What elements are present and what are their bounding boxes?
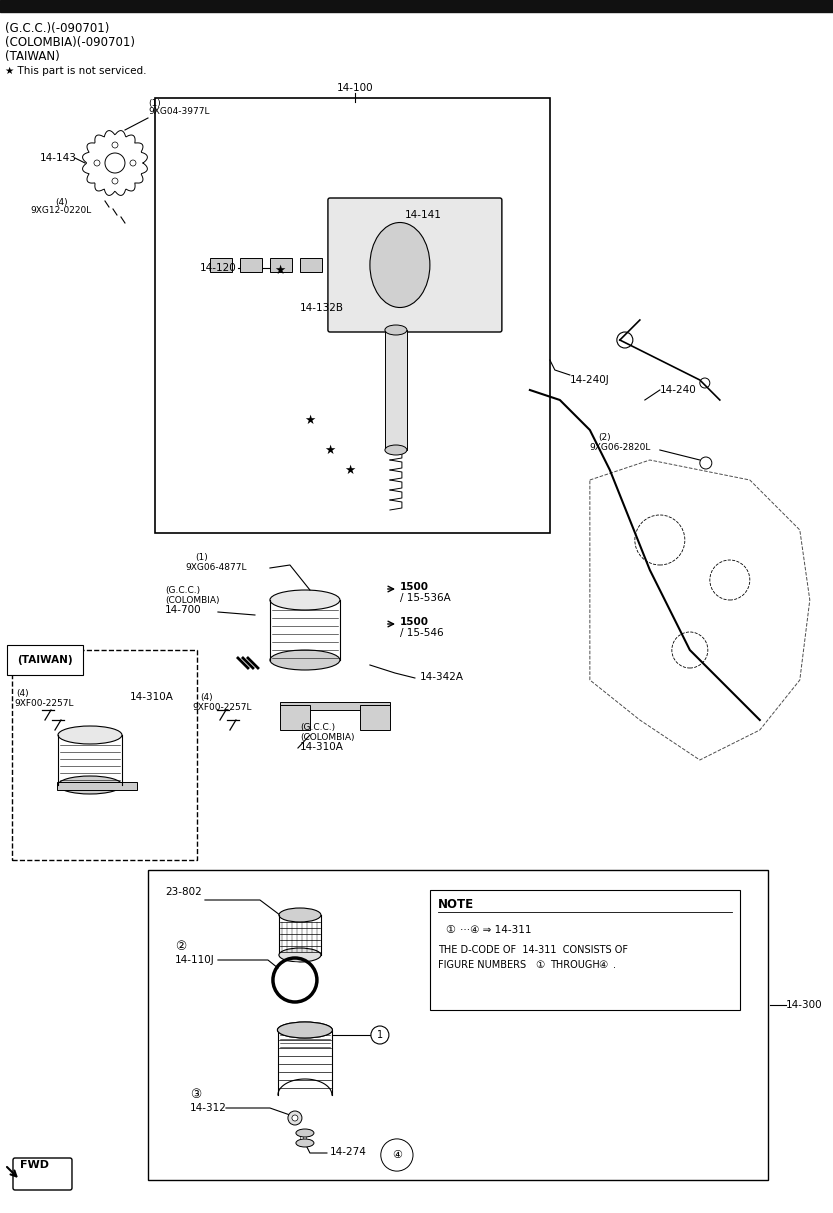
- Text: THE D-CODE OF  14-311  CONSISTS OF: THE D-CODE OF 14-311 CONSISTS OF: [438, 945, 628, 955]
- Text: THROUGH: THROUGH: [550, 959, 600, 970]
- Bar: [210, 258, 232, 272]
- Text: 9XG12-0220L: 9XG12-0220L: [30, 206, 92, 215]
- Ellipse shape: [279, 909, 321, 922]
- Text: ①: ①: [535, 959, 544, 970]
- Text: ★: ★: [274, 263, 286, 277]
- Text: 14-312: 14-312: [190, 1103, 227, 1114]
- FancyBboxPatch shape: [328, 198, 501, 332]
- Text: 14-100: 14-100: [337, 82, 373, 93]
- Text: ③: ③: [190, 1088, 202, 1101]
- Text: 14-132B: 14-132B: [300, 303, 344, 313]
- Text: ★ This part is not serviced.: ★ This part is not serviced.: [5, 66, 147, 76]
- Bar: [155, 98, 550, 533]
- Text: 9XG04-3977L: 9XG04-3977L: [148, 107, 209, 116]
- Text: (G.C.C.)(-090701): (G.C.C.)(-090701): [5, 22, 109, 35]
- Circle shape: [278, 963, 312, 997]
- Text: ★: ★: [324, 444, 336, 456]
- Ellipse shape: [370, 222, 430, 308]
- Text: 14-700: 14-700: [165, 605, 202, 615]
- Ellipse shape: [385, 325, 407, 335]
- Text: (2): (2): [598, 433, 611, 442]
- Ellipse shape: [279, 949, 321, 962]
- Text: (COLOMBIA)(-090701): (COLOMBIA)(-090701): [5, 36, 135, 49]
- Text: (G.C.C.): (G.C.C.): [300, 723, 335, 731]
- Bar: [57, 782, 137, 790]
- Circle shape: [288, 1111, 302, 1124]
- Circle shape: [371, 1026, 389, 1044]
- Text: / 15-546: / 15-546: [400, 628, 443, 638]
- Bar: [270, 258, 292, 272]
- Ellipse shape: [270, 590, 340, 610]
- Circle shape: [292, 1115, 298, 1121]
- Bar: [280, 702, 390, 710]
- Text: 14-120: 14-120: [200, 263, 237, 273]
- Text: (COLOMBIA): (COLOMBIA): [300, 733, 354, 742]
- Text: ···④ ⇒ 14-311: ···④ ⇒ 14-311: [460, 926, 531, 935]
- Ellipse shape: [296, 1129, 314, 1137]
- Text: ④: ④: [392, 1150, 402, 1160]
- Text: 14-141: 14-141: [405, 210, 441, 220]
- Bar: [240, 258, 262, 272]
- Text: (G.C.C.): (G.C.C.): [165, 586, 200, 596]
- Text: 9XG06-2820L: 9XG06-2820L: [590, 443, 651, 452]
- Text: (4): (4): [55, 198, 67, 207]
- Bar: [12, 650, 197, 860]
- Text: FIGURE NUMBERS: FIGURE NUMBERS: [438, 959, 526, 970]
- Text: ④: ④: [598, 959, 607, 970]
- Ellipse shape: [277, 1023, 332, 1038]
- Ellipse shape: [270, 650, 340, 670]
- Ellipse shape: [58, 776, 122, 795]
- Text: (1): (1): [195, 553, 207, 562]
- Text: ②: ②: [175, 940, 187, 953]
- Text: 14-300: 14-300: [786, 1000, 822, 1010]
- Text: (1): (1): [148, 99, 161, 108]
- Text: 14-110J: 14-110J: [175, 955, 215, 966]
- Text: 14-310A: 14-310A: [130, 691, 174, 702]
- Text: (TAIWAN): (TAIWAN): [17, 655, 72, 665]
- Ellipse shape: [385, 445, 407, 455]
- Text: 14-310A: 14-310A: [300, 742, 344, 752]
- Bar: [300, 258, 322, 272]
- Bar: [360, 705, 390, 730]
- Text: 14-143: 14-143: [40, 153, 77, 163]
- Text: 14-240: 14-240: [660, 385, 696, 395]
- Text: 14-342A: 14-342A: [420, 672, 464, 682]
- Text: NOTE: NOTE: [438, 898, 474, 911]
- Text: 1500: 1500: [400, 617, 429, 627]
- Text: ★: ★: [344, 463, 356, 477]
- FancyBboxPatch shape: [13, 1158, 72, 1190]
- Text: 9XF00-2257L: 9XF00-2257L: [14, 699, 73, 708]
- Ellipse shape: [296, 1139, 314, 1147]
- Text: 1: 1: [377, 1030, 383, 1040]
- Text: FWD: FWD: [21, 1160, 49, 1171]
- Text: (4): (4): [16, 689, 28, 697]
- Bar: [280, 705, 310, 730]
- Text: .: .: [613, 959, 616, 970]
- Text: 9XG06-4877L: 9XG06-4877L: [185, 563, 247, 573]
- Text: 14-240J: 14-240J: [570, 375, 610, 385]
- Text: ①: ①: [445, 926, 455, 935]
- Text: 9XF00-2257L: 9XF00-2257L: [192, 704, 252, 712]
- Text: (COLOMBIA): (COLOMBIA): [165, 596, 219, 605]
- Text: 23-802: 23-802: [165, 887, 202, 896]
- Bar: [430, 890, 740, 1010]
- Ellipse shape: [277, 1023, 332, 1038]
- Text: (TAIWAN): (TAIWAN): [5, 50, 60, 63]
- Bar: [385, 330, 407, 450]
- Ellipse shape: [58, 727, 122, 744]
- Text: / 15-536A: / 15-536A: [400, 593, 451, 603]
- Text: 1500: 1500: [400, 582, 429, 592]
- Text: ★: ★: [304, 414, 316, 427]
- Bar: [0, 0, 833, 12]
- Text: 14-274: 14-274: [330, 1147, 367, 1157]
- Bar: [148, 870, 768, 1180]
- Text: (4): (4): [200, 693, 212, 702]
